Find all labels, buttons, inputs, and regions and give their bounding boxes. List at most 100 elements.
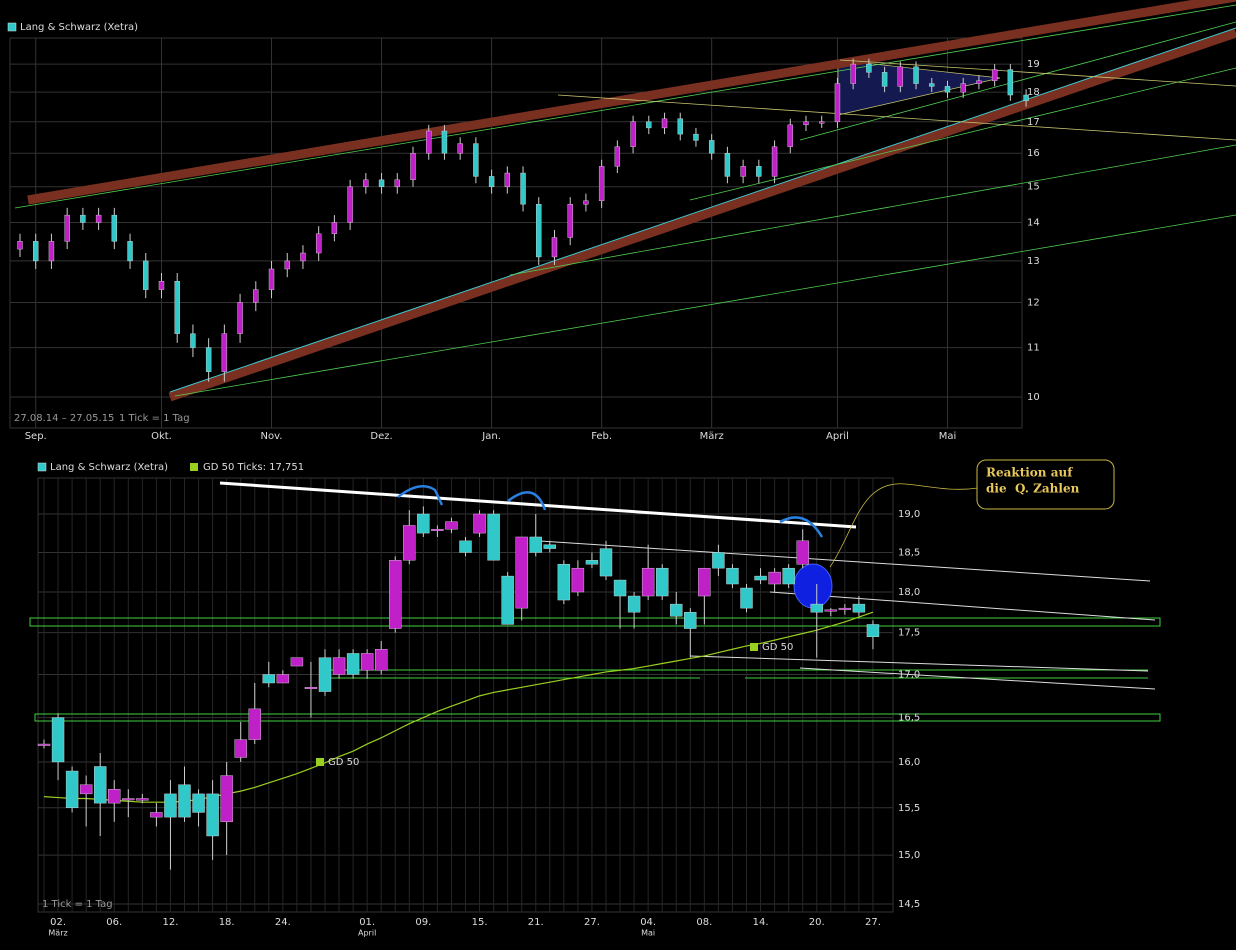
candle-body <box>389 560 402 629</box>
candle-body <box>646 121 652 129</box>
trend-line <box>839 59 1236 87</box>
y-tick-label: 17,5 <box>898 628 920 639</box>
y-tick-label: 10 <box>1027 392 1040 403</box>
y-tick-label: 15 <box>1027 182 1040 193</box>
candle-body <box>80 214 86 223</box>
candle-body <box>360 653 374 671</box>
candle-body <box>248 708 261 740</box>
x-tick-label: 20. <box>809 917 825 928</box>
y-tick-label: 18,0 <box>898 587 920 598</box>
candle-body <box>852 603 866 613</box>
candle-body <box>693 133 699 141</box>
candle-body <box>93 766 107 804</box>
candle-body <box>331 222 338 234</box>
candle-body <box>897 66 904 87</box>
candle-body <box>394 179 400 187</box>
trend-line <box>689 655 1149 672</box>
y-tick-label: 11 <box>1027 343 1040 354</box>
candle-body <box>221 333 228 372</box>
trend-line <box>557 94 1236 141</box>
candle-body <box>585 560 599 565</box>
x-month-label: April <box>358 929 376 938</box>
candle-body <box>991 69 998 81</box>
tick-label-note: 1 Tick = 1 Tag <box>119 413 190 424</box>
x-tick-label: April <box>826 431 849 442</box>
x-tick-label: 18. <box>219 917 235 928</box>
candle-body <box>346 653 360 675</box>
y-tick-label: 15,0 <box>898 850 920 861</box>
candle-body <box>143 260 149 290</box>
candle-body <box>740 166 746 177</box>
candle-body <box>150 812 163 818</box>
legend-label: Lang & Schwarz (Xetra) <box>20 22 138 33</box>
note-text: die Q. Zahlen <box>986 482 1080 496</box>
candle-body <box>698 567 711 597</box>
x-tick-label: 14. <box>753 917 769 928</box>
candle-body <box>819 121 825 124</box>
note-box <box>976 459 1115 510</box>
candle-body <box>441 130 448 154</box>
y-tick-label: 14,5 <box>898 899 920 910</box>
x-tick-label: Nov. <box>261 431 283 442</box>
candle-body <box>520 172 526 205</box>
candle-body <box>944 86 951 93</box>
candle-body <box>445 521 458 530</box>
candle-body <box>284 260 290 270</box>
channel-edge <box>169 27 1236 393</box>
candle-body <box>65 770 79 808</box>
candle-body <box>803 121 809 126</box>
candle-body <box>529 536 542 553</box>
candle-body <box>866 624 880 637</box>
candle-body <box>457 143 463 154</box>
channel-top <box>27 0 1236 205</box>
trend-line <box>689 67 1236 201</box>
x-tick-label: 12. <box>162 917 178 928</box>
candle-body <box>253 289 259 303</box>
candle-body <box>708 140 715 154</box>
x-tick-label: 09. <box>415 917 431 928</box>
candle-body <box>796 540 809 565</box>
candle-body <box>583 200 589 205</box>
candle-body <box>754 575 767 581</box>
candle-body <box>1023 94 1029 102</box>
candle-body <box>488 176 495 187</box>
candle-body <box>164 793 177 818</box>
x-tick-label: 08. <box>696 917 712 928</box>
candle-body <box>33 241 39 262</box>
candle-body <box>426 130 432 154</box>
candle-body <box>543 544 556 549</box>
candle-body <box>276 674 290 684</box>
legend-swatch <box>7 22 17 32</box>
candle-body <box>108 789 121 804</box>
candle-body <box>598 166 605 201</box>
top-trendlines <box>14 0 1236 402</box>
x-tick-label: 27. <box>584 917 600 928</box>
candle-body <box>782 567 795 585</box>
x-tick-label: 06. <box>106 917 122 928</box>
legend-label: GD 50 Ticks: 17,751 <box>203 462 304 473</box>
trend-line <box>539 540 1151 582</box>
y-tick-label: 19 <box>1027 59 1040 70</box>
candle-body <box>262 674 275 684</box>
trend-line <box>799 667 1156 690</box>
candle-body <box>768 571 781 585</box>
candle-body <box>866 63 872 73</box>
candle-body <box>536 204 542 258</box>
candle-body <box>756 166 762 177</box>
y-tick-label: 13 <box>1027 256 1040 267</box>
candle-body <box>834 83 841 122</box>
legend-label: Lang & Schwarz (Xetra) <box>50 462 168 473</box>
candle-body <box>515 536 528 609</box>
candle-body <box>630 121 636 147</box>
candle-body <box>347 186 353 223</box>
candle-body <box>656 567 669 597</box>
candle-body <box>304 687 318 689</box>
y-tick-label: 14 <box>1027 217 1040 228</box>
candle-body <box>192 793 205 813</box>
candle-body <box>551 237 558 258</box>
candle-body <box>726 567 739 585</box>
candle-body <box>268 268 275 290</box>
candle-body <box>459 540 472 553</box>
candle-body <box>378 179 385 187</box>
